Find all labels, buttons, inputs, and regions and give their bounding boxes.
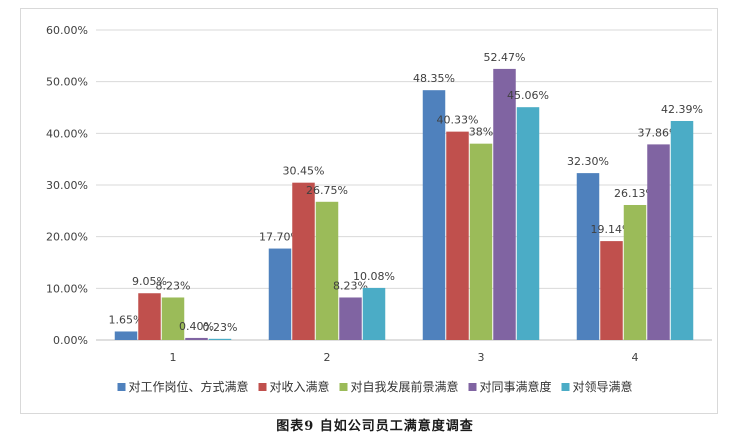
legend-swatch: [468, 383, 477, 391]
data-label: 19.14%: [591, 223, 633, 236]
legend-swatch: [258, 383, 267, 391]
bar: [623, 204, 647, 340]
data-label: 30.45%: [283, 165, 325, 178]
legend-label: 对领导满意: [573, 379, 633, 394]
x-tick-label: 3: [478, 351, 485, 364]
data-label: 45.06%: [507, 89, 549, 102]
bar: [208, 338, 232, 340]
x-tick-label: 4: [632, 351, 639, 364]
bar: [647, 144, 670, 340]
data-label: 26.75%: [306, 184, 348, 197]
y-tick-label: 0.00%: [53, 334, 88, 347]
bar: [114, 331, 138, 340]
legend-label: 对同事满意度: [480, 379, 552, 394]
y-tick-label: 30.00%: [46, 179, 88, 192]
bar: [161, 297, 185, 340]
bar: [516, 107, 540, 340]
data-label: 9.05%: [132, 275, 167, 288]
bar: [670, 120, 694, 340]
y-tick-label: 20.00%: [46, 231, 88, 244]
y-tick-label: 10.00%: [46, 282, 88, 295]
data-label: 40.33%: [437, 114, 479, 127]
chart-frame: [20, 8, 718, 414]
data-label: 0.40%: [179, 320, 214, 333]
bar: [185, 337, 208, 340]
legend-label: 对自我发展前景满意: [351, 379, 459, 394]
legend-label: 对收入满意: [270, 379, 330, 394]
bar: [292, 182, 315, 340]
data-label: 0.23%: [203, 321, 238, 334]
bar: [339, 297, 362, 340]
figure-caption: 图表9 自如公司员工满意度调查: [276, 419, 474, 434]
bar: [362, 287, 386, 340]
bar: [138, 293, 161, 340]
data-label: 10.08%: [353, 270, 395, 283]
data-label: 37.86%: [638, 126, 680, 139]
bar: [469, 143, 493, 340]
bar: [422, 90, 446, 340]
x-tick-label: 2: [324, 351, 331, 364]
bar-chart: 0.00% 10.00% 20.00% 30.00% 40.00% 50.00% 60.00…: [46, 24, 712, 394]
bar: [600, 241, 623, 340]
data-label: 8.23%: [333, 279, 368, 292]
data-label: 48.35%: [413, 72, 455, 85]
legend-label: 对工作岗位、方式满意: [129, 379, 249, 394]
y-tick-label: 40.00%: [46, 127, 88, 140]
data-label: 26.13%: [614, 187, 656, 200]
bar: [576, 173, 600, 340]
data-label: 52.47%: [484, 51, 526, 64]
data-label: 1.65%: [109, 313, 144, 326]
legend-swatch: [117, 383, 126, 391]
data-label: 38%: [469, 126, 493, 139]
y-tick-label: 60.00%: [46, 24, 88, 37]
x-tick-label: 1: [170, 351, 177, 364]
legend-swatch: [561, 383, 570, 391]
data-label: 8.23%: [156, 279, 191, 292]
y-tick-label: 50.00%: [46, 76, 88, 89]
data-label: 17.70%: [259, 231, 301, 244]
bar: [315, 201, 339, 340]
bar: [446, 131, 469, 340]
data-label: 32.30%: [567, 155, 609, 168]
bar: [268, 248, 292, 340]
data-label: 42.39%: [661, 103, 703, 116]
bar: [493, 68, 516, 340]
legend-swatch: [339, 383, 348, 391]
